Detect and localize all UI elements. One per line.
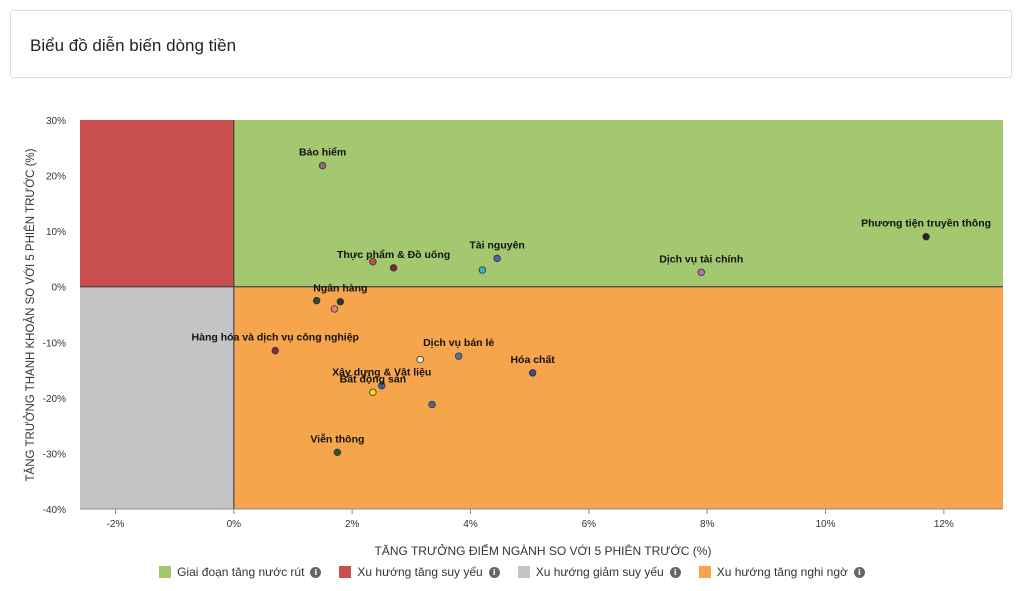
legend-label: Xu hướng tăng nghi ngờ xyxy=(716,565,848,579)
info-icon[interactable]: i xyxy=(669,566,681,578)
quadrant-region xyxy=(233,286,1004,509)
legend-swatch xyxy=(517,566,530,578)
x-axis-label: TĂNG TRƯỞNG ĐIỂM NGÀNH SO VỚI 5 PHIÊN TR… xyxy=(375,543,712,558)
x-tick-label: 12% xyxy=(934,519,954,530)
legend-item-doubtful-uptrend[interactable]: Xu hướng tăng nghi ngờ i xyxy=(698,565,865,579)
y-tick-label: 0% xyxy=(52,283,67,294)
data-point xyxy=(271,346,279,355)
y-tick-label: 20% xyxy=(46,172,66,183)
page-title: Biểu đồ diễn biến dòng tiền xyxy=(30,36,237,55)
point-label: Viễn thông xyxy=(310,432,364,445)
data-point xyxy=(318,161,327,170)
point-label: Xây dựng & Vật liệu xyxy=(332,367,431,379)
point-label: Bảo hiểm xyxy=(299,147,346,159)
point-label: Ngân hàng xyxy=(313,283,367,295)
x-tick-label: -2% xyxy=(107,519,125,530)
point-label: Dịch vụ tài chính xyxy=(659,253,743,265)
data-point xyxy=(312,296,321,305)
chart-axes: 30% 20% 10% 0% -10% -20% -30% -40% -2% 0% 2% 4% 6% 8%… xyxy=(43,116,1003,530)
point-label: Phương tiện truyền thông xyxy=(861,218,991,230)
legend-swatch xyxy=(339,566,352,578)
quadrant-backgrounds xyxy=(80,120,1004,509)
data-point xyxy=(416,355,424,364)
data-point xyxy=(528,369,537,377)
data-point xyxy=(454,352,463,360)
quadrant-region xyxy=(80,286,234,509)
y-axis-label: TĂNG TRƯỞNG THANH KHOẢN SO VỚI 5 PHIÊN T… xyxy=(24,148,37,481)
point-labels: Bảo hiểm Phương tiện truyền thông Tài nguy… xyxy=(192,147,992,446)
data-point xyxy=(378,381,386,390)
legend-item-weakening-downtrend[interactable]: Xu hướng giảm suy yếu i xyxy=(517,565,681,579)
legend-label: Giai đoạn tăng nước rút xyxy=(177,565,305,579)
data-point xyxy=(697,268,705,276)
legend-item-weakening-uptrend[interactable]: Xu hướng tăng suy yếu i xyxy=(339,565,500,579)
x-tick-label: 4% xyxy=(463,519,478,530)
data-point xyxy=(369,388,377,396)
quadrant-region xyxy=(80,120,234,287)
data-point xyxy=(428,400,436,409)
data-point xyxy=(333,448,342,457)
chart-legend: Giai đoạn tăng nước rút i Xu hướng tăng … xyxy=(0,565,1024,579)
legend-label: Xu hướng giảm suy yếu xyxy=(535,565,664,579)
point-label: Hàng hóa và dịch vụ công nghiệp xyxy=(192,332,359,344)
quadrant-region xyxy=(233,120,1004,287)
y-tick-label: -40% xyxy=(43,505,66,516)
x-tick-label: 0% xyxy=(227,519,242,530)
legend-item-final-sprint[interactable]: Giai đoạn tăng nước rút i xyxy=(159,565,322,579)
x-tick-label: 8% xyxy=(700,519,715,530)
y-tick-label: -10% xyxy=(43,338,66,349)
info-icon[interactable]: i xyxy=(488,566,500,578)
legend-swatch xyxy=(698,566,711,578)
point-label: Thực phẩm & Đồ uống xyxy=(337,249,450,261)
y-tick-label: 10% xyxy=(46,227,66,238)
y-tick-label: -30% xyxy=(43,449,66,460)
data-point xyxy=(336,298,345,306)
point-label: Dịch vụ bán lẻ xyxy=(423,337,494,349)
data-point xyxy=(389,264,398,272)
info-icon[interactable]: i xyxy=(310,566,322,578)
data-point xyxy=(369,258,377,266)
y-tick-label: 30% xyxy=(46,116,66,127)
legend-label: Xu hướng tăng suy yếu xyxy=(357,565,483,579)
data-point xyxy=(493,254,501,263)
point-label: Hóa chất xyxy=(510,354,555,366)
x-tick-label: 2% xyxy=(345,519,360,530)
data-points xyxy=(271,161,930,457)
legend-swatch xyxy=(159,566,172,578)
info-icon[interactable]: i xyxy=(853,566,865,578)
x-tick-label: 10% xyxy=(815,519,835,530)
data-point xyxy=(922,232,930,241)
data-point xyxy=(330,305,339,313)
x-tick-label: 6% xyxy=(582,519,597,530)
point-label: Bất động sản xyxy=(340,373,407,385)
data-point xyxy=(478,266,487,274)
point-label: Tài nguyên xyxy=(469,239,524,251)
y-tick-label: -20% xyxy=(43,394,66,405)
chart-title-panel: Biểu đồ diễn biến dòng tiền xyxy=(10,10,1012,78)
